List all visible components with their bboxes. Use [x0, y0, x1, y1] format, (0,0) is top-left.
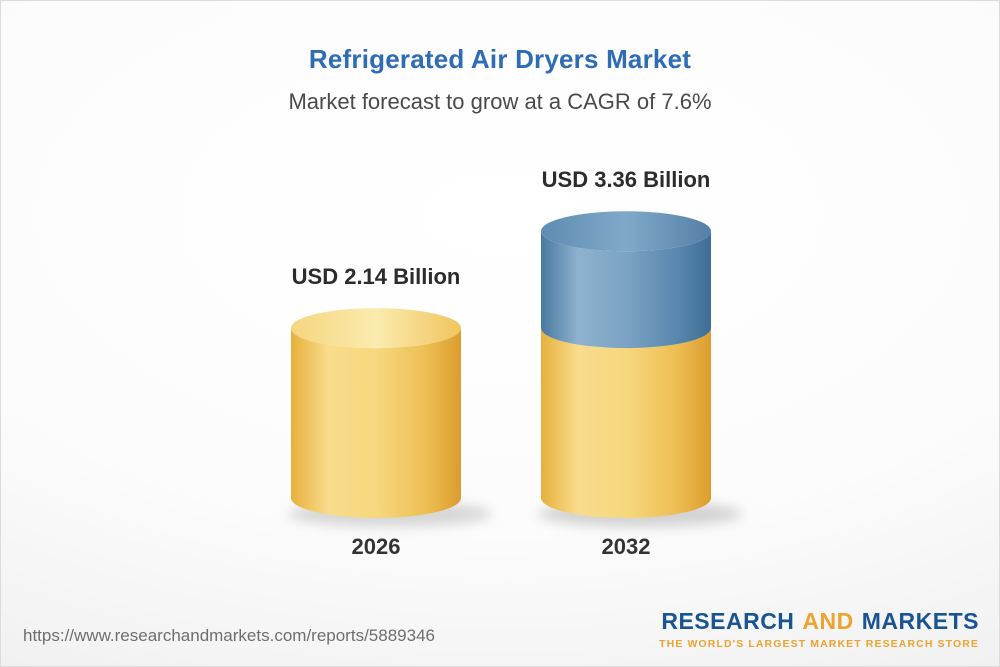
cylinder-2026-top	[291, 308, 461, 349]
x-axis-label-2026: 2026	[351, 534, 401, 559]
research-and-markets-logo: RESEARCH AND MARKETS THE WORLD'S LARGEST M…	[659, 609, 979, 650]
bar-chart	[288, 211, 742, 527]
x-axis-label-2032: 2032	[601, 534, 651, 559]
logo-tagline: THE WORLD'S LARGEST MARKET RESEARCH STOR…	[659, 638, 979, 650]
cylinder-2026-body	[291, 328, 461, 518]
logo-word-markets: MARKETS	[861, 607, 979, 634]
value-label-2032: USD 3.36 Billion	[541, 167, 711, 193]
logo-word-research: RESEARCH	[661, 607, 795, 634]
logo-word-and: AND	[802, 607, 854, 634]
page-subtitle: Market forecast to grow at a CAGR of 7.6…	[288, 89, 712, 114]
page-title: Refrigerated Air Dryers Market	[308, 44, 692, 74]
cylinder-2032-growth-body	[541, 231, 711, 349]
value-label-2026: USD 2.14 Billion	[291, 264, 461, 290]
report-url: https://www.researchandmarkets.com/repor…	[23, 626, 435, 645]
cylinder-2032-top	[541, 211, 711, 252]
cylinder-2032-base-body	[541, 328, 711, 518]
logo-wordmark: RESEARCH AND MARKETS	[659, 609, 979, 633]
footer: https://www.researchandmarkets.com/repor…	[1, 594, 999, 666]
